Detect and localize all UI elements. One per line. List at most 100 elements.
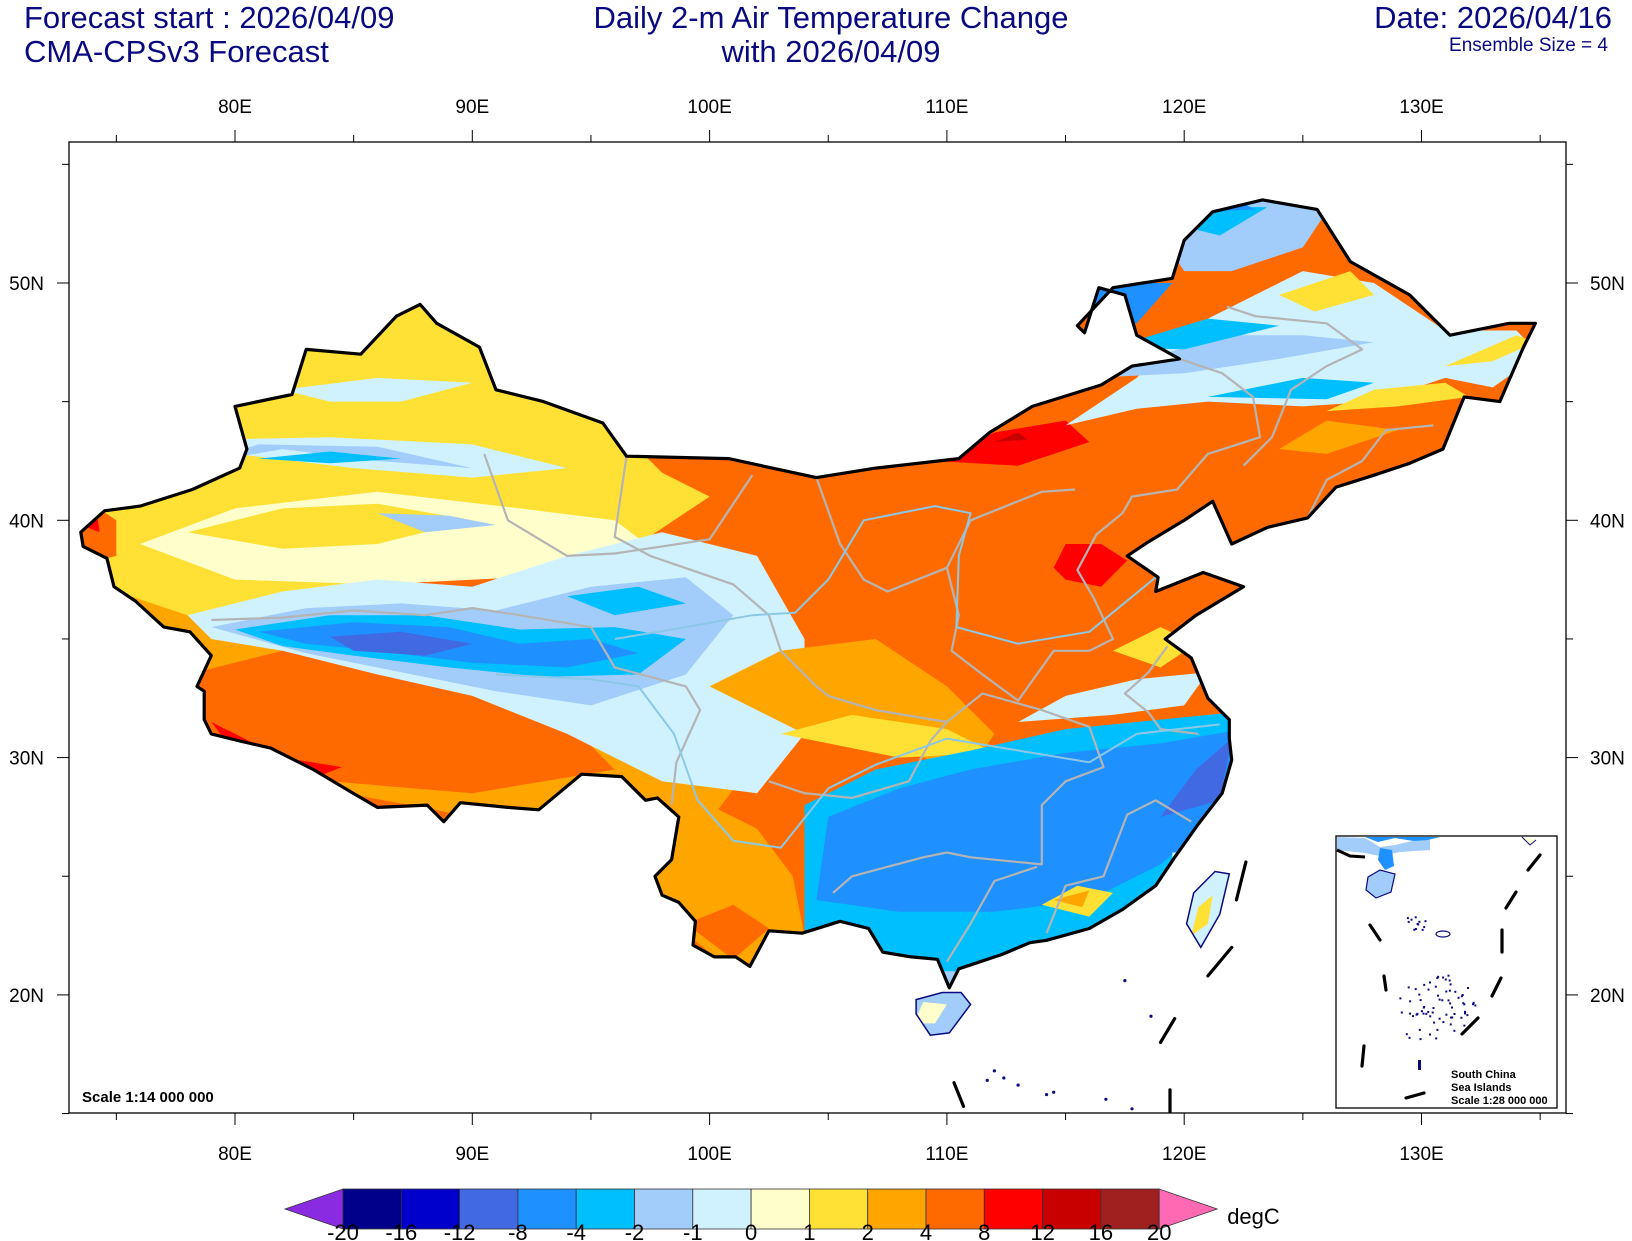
lon-label-bottom: 100E	[687, 1144, 731, 1165]
inset-island-dot	[1423, 983, 1426, 986]
lon-label-top: 90E	[455, 97, 489, 118]
inset-island-dot	[1442, 976, 1445, 979]
island-dot	[1052, 1090, 1056, 1094]
inset-island-dot	[1472, 1003, 1474, 1006]
lat-label-left: 20N	[9, 986, 44, 1007]
inset-island-dot	[1418, 993, 1421, 996]
lat-label-left: 30N	[9, 749, 44, 770]
colorbar-swatch	[867, 1188, 927, 1230]
inset-field-region	[1337, 837, 1440, 842]
inset-field-region	[1337, 837, 1430, 856]
inset-island-dot	[1414, 988, 1417, 991]
colorbar-tick-label: -8	[508, 1220, 528, 1241]
inset-island-dot	[1460, 995, 1463, 998]
contour-region	[282, 377, 473, 402]
inset-maritime-dash	[1360, 1044, 1366, 1068]
inset-island-dot	[1406, 917, 1409, 920]
inset-island-dot	[1419, 999, 1422, 1002]
province-border	[211, 607, 702, 806]
colorbar-tick-label: 1	[803, 1220, 815, 1241]
island-dot	[1130, 1107, 1134, 1111]
contour-region	[816, 729, 1244, 912]
island-dot	[985, 1078, 989, 1082]
province-border	[768, 721, 948, 799]
contour-region	[1279, 420, 1398, 454]
inset-island-dot	[1431, 1011, 1434, 1014]
contour-region	[1279, 271, 1374, 312]
contour-region	[1089, 335, 1374, 378]
inset-maritime-dash	[1382, 974, 1388, 992]
contour-region	[258, 451, 402, 464]
island-dot	[1044, 1092, 1049, 1097]
inset-island-dot	[1447, 974, 1450, 977]
inset-island-dot	[1448, 989, 1451, 992]
taiwan-coastline	[1185, 870, 1231, 949]
inset-island-dot	[1445, 1013, 1448, 1016]
inset-island-dot	[1405, 1033, 1408, 1036]
lon-label-top: 110E	[925, 97, 968, 118]
inset-island-dot	[1425, 1012, 1428, 1015]
chart-title: Daily 2-m Air Temperature Change	[593, 0, 1069, 35]
inset-island-dot	[1433, 1021, 1436, 1024]
inset-island-dot	[1438, 1017, 1441, 1020]
contour-region	[377, 513, 496, 533]
inset-island-dot	[1451, 1006, 1453, 1009]
inset-island-dot	[1462, 1002, 1465, 1005]
inset-island-dot	[1412, 1015, 1414, 1018]
inset-island-dot	[1424, 920, 1427, 923]
inset-island-dot	[1423, 1006, 1426, 1008]
contour-region	[116, 650, 615, 794]
province-border	[613, 456, 829, 697]
inset-maritime-dash	[1526, 853, 1542, 872]
colorbar-unit-label: degC	[1227, 1204, 1280, 1229]
inset-island-dot	[1423, 926, 1426, 929]
maritime-boundary-dash	[1234, 860, 1248, 902]
province-border	[1045, 799, 1192, 934]
inset-taiwan	[1521, 836, 1537, 846]
island-dot	[1149, 1014, 1153, 1018]
colorbar-swatch	[983, 1188, 1043, 1230]
colorbar-tick-label: 20	[1147, 1220, 1171, 1241]
river-line	[614, 505, 1157, 645]
inset-island-dot	[1466, 1014, 1469, 1017]
national-border	[79, 198, 1537, 990]
contour-region	[913, 1002, 947, 1024]
province-border	[1226, 305, 1364, 467]
island-dot	[1123, 979, 1127, 983]
province-border	[945, 512, 1124, 702]
colorbar-swatch	[459, 1188, 519, 1230]
maritime-boundary-dash	[1206, 945, 1234, 978]
valid-date-label: Date: 2026/04/16	[1374, 0, 1612, 35]
hainan-coastline	[915, 991, 972, 1037]
lon-label-bottom: 80E	[218, 1144, 252, 1165]
inset-island-dot	[1444, 978, 1447, 981]
inset-island-dot	[1454, 990, 1457, 993]
inset-island-dot	[1448, 979, 1451, 982]
contour-region	[1160, 738, 1232, 817]
borders-layer	[79, 198, 1537, 1113]
inset-island-dot	[1474, 1004, 1477, 1007]
inset-atoll	[1435, 930, 1451, 938]
inset-maritime-dash	[1504, 890, 1518, 910]
map-frame	[68, 141, 1567, 1114]
contour-region	[780, 714, 995, 758]
inset-island-dot	[1438, 998, 1441, 1001]
colorbar-tick-label: -16	[385, 1220, 417, 1241]
inset-island-dot	[1409, 1012, 1411, 1015]
inset-hainan	[1365, 869, 1396, 899]
inset-island-dot	[1408, 1036, 1411, 1039]
inset-island-dot	[1418, 1060, 1421, 1070]
lat-label-right: 20N	[1590, 986, 1625, 1007]
island-dot	[1002, 1076, 1006, 1080]
contour-region	[80, 496, 117, 568]
colorbar-swatch	[809, 1188, 869, 1230]
inset-island-dot	[1449, 1002, 1452, 1005]
inset-island-dot	[1442, 1021, 1445, 1024]
lon-label-bottom: 90E	[455, 1144, 489, 1165]
inset-island-dot	[1421, 928, 1424, 931]
lon-label-top: 80E	[218, 97, 252, 118]
colorbar-swatch	[517, 1188, 577, 1230]
contour-region	[1053, 890, 1090, 908]
inset-island-dot	[1429, 1033, 1431, 1036]
